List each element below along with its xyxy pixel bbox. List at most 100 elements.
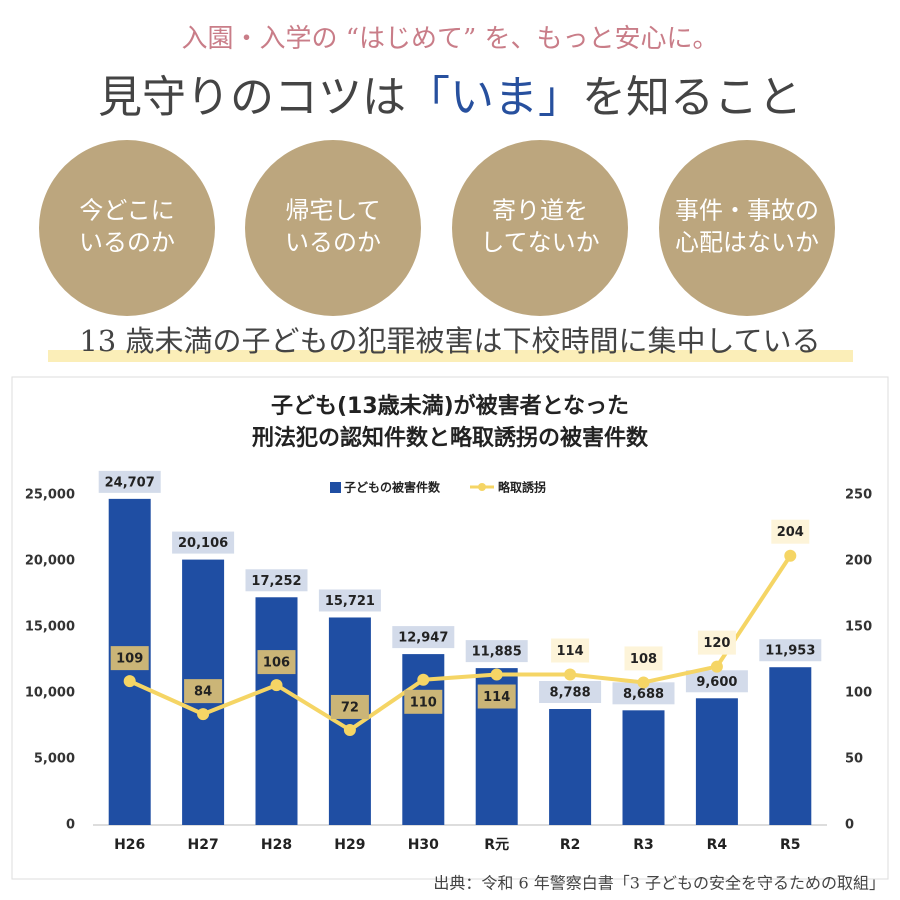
circle-badge <box>245 140 421 316</box>
bar-label: 15,721 <box>325 594 375 609</box>
line-label: 114 <box>557 644 584 659</box>
bar-label-box <box>318 589 381 612</box>
circle-badge <box>452 140 628 316</box>
y-tick-label: 20,000 <box>25 554 75 569</box>
legend-label: 子どもの被害件数 <box>344 480 441 495</box>
x-tick-label: H29 <box>334 837 365 853</box>
x-tick-label: R元 <box>484 837 509 853</box>
source: 出典：令和 6 年警察白書「3 子どもの安全を守るための取組」 <box>433 874 885 893</box>
bar <box>549 708 592 825</box>
y2-tick-label: 50 <box>845 752 863 767</box>
y-tick-label: 15,000 <box>25 620 75 635</box>
bar-label-box <box>685 670 748 693</box>
y2-tick-label: 0 <box>845 818 854 833</box>
line-label-box <box>184 679 223 704</box>
bar-label-box <box>245 569 308 592</box>
bar-label-box <box>465 640 528 663</box>
y-tick-label: 5,000 <box>34 752 75 767</box>
x-tick-label: R4 <box>707 837 728 853</box>
line-point <box>417 673 430 686</box>
line-point <box>564 668 577 681</box>
line-label-box <box>697 630 736 655</box>
legend-swatch <box>330 482 341 493</box>
bar-label: 9,600 <box>696 675 737 690</box>
bar <box>695 698 738 825</box>
x-tick-label: R2 <box>560 837 581 853</box>
line-label: 109 <box>116 652 143 667</box>
bar-label: 11,953 <box>765 644 815 659</box>
line-label: 114 <box>483 690 510 705</box>
headline-part: を知ること <box>582 72 802 123</box>
circle-text: 事件・事故の <box>675 197 819 225</box>
y2-tick-label: 200 <box>845 554 872 569</box>
bar-label-box <box>539 680 602 703</box>
line-label-box <box>477 684 516 709</box>
circle-text: 寄り道を <box>492 197 588 225</box>
line-point <box>123 675 136 688</box>
x-tick-label: H30 <box>408 837 439 853</box>
bar-label: 11,885 <box>472 645 522 660</box>
line-point <box>270 679 283 692</box>
legend-swatch <box>478 483 486 491</box>
subtitle-highlight <box>48 350 853 362</box>
bar <box>255 597 298 825</box>
y-tick-label: 10,000 <box>25 686 75 701</box>
bar-label: 17,252 <box>251 574 301 589</box>
line-point <box>710 660 723 673</box>
bar-label-box <box>759 639 822 662</box>
y2-tick-label: 250 <box>845 488 872 503</box>
headline: 見守りのコツは「いま」を知ること <box>98 72 802 123</box>
bar <box>769 667 812 825</box>
bar-label-box <box>98 470 161 493</box>
x-tick-label: H26 <box>114 837 145 853</box>
chart-title: 刑法犯の認知件数と略取誘拐の被害件数 <box>252 425 649 451</box>
bar-label-box <box>172 531 235 554</box>
x-tick-label: R5 <box>780 837 801 853</box>
line-point <box>490 668 503 681</box>
line-label: 204 <box>777 525 804 540</box>
line-label: 84 <box>194 685 212 700</box>
line-label: 120 <box>703 636 730 651</box>
bar-label: 12,947 <box>398 631 448 646</box>
y-tick-label: 0 <box>66 818 75 833</box>
legend-label: 略取誘拐 <box>498 480 546 495</box>
x-tick-label: R3 <box>633 837 654 853</box>
circle-text: してないか <box>480 229 599 257</box>
circle-badge <box>659 140 835 316</box>
y-tick-label: 25,000 <box>25 488 75 503</box>
chart-title: 子ども(13歳未満)が被害者となった <box>271 393 629 419</box>
circle-badge <box>39 140 215 316</box>
bar-label: 8,688 <box>623 687 664 702</box>
y2-tick-label: 100 <box>845 686 872 701</box>
bar-label: 8,788 <box>550 685 591 700</box>
line-label-box <box>257 650 296 675</box>
x-tick-label: H28 <box>261 837 292 853</box>
headline-highlight: 「いま」 <box>406 72 582 123</box>
line-label-box <box>551 638 590 663</box>
bar-label-box <box>392 626 455 649</box>
line-label-box <box>624 646 663 671</box>
circle-text: 心配はないか <box>675 229 819 257</box>
line-label-box <box>110 646 149 671</box>
tagline: 入園・入学の “はじめて” を、もっと安心に。 <box>181 24 718 54</box>
bar <box>622 710 665 825</box>
circle-text: 帰宅して <box>285 197 380 225</box>
bar-label: 24,707 <box>105 475 155 490</box>
bar-label-box <box>612 682 675 705</box>
y2-tick-label: 150 <box>845 620 872 635</box>
line-label: 110 <box>410 695 437 710</box>
circle-text: いるのか <box>79 229 175 257</box>
bar-label: 20,106 <box>178 536 228 551</box>
line-point <box>343 723 356 736</box>
circle-text: 今どこに <box>79 197 174 225</box>
x-tick-label: H27 <box>187 837 218 853</box>
line-label-box <box>771 519 810 544</box>
line-label: 108 <box>630 652 657 667</box>
line-label: 72 <box>341 700 359 715</box>
line-label: 106 <box>263 656 290 671</box>
line-point <box>197 708 210 721</box>
line-point <box>637 676 650 689</box>
